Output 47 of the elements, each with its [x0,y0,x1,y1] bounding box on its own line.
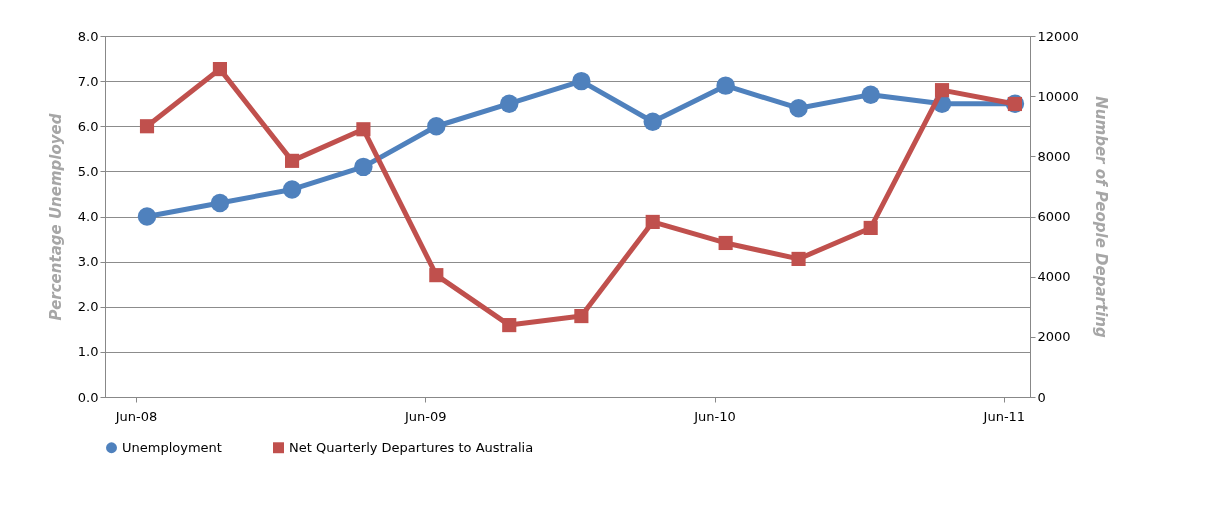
point [645,214,660,229]
y-tick-label: 7.0 [77,73,99,89]
point [934,83,950,98]
y2-tick-label: 0 [1037,389,1046,405]
legend-label: Net Quarterly Departures to Australia [289,439,534,455]
y2-tick-label: 2000 [1037,329,1071,345]
point [282,180,302,199]
y-tick-label: 1.0 [77,344,99,360]
y2-tick-label: 12000 [1037,28,1079,44]
point [572,71,591,91]
point [429,268,444,283]
y-axis-title: Percentage Unemployed [46,113,65,321]
point [212,62,227,77]
point [574,309,589,324]
point [354,157,373,177]
point [716,76,735,95]
point [861,85,880,104]
point [210,193,230,213]
x-tick-label: Jun-11 [982,408,1026,424]
point [789,99,808,118]
point [500,94,519,113]
y2-tick-label: 4000 [1037,269,1071,285]
y-tick-label: 4.0 [77,209,99,224]
y-tick-label: 2.0 [77,299,99,315]
legend-label: Unemployment [122,439,222,455]
point [139,119,155,134]
y2-tick-label: 8000 [1037,148,1071,164]
y-tick-label: 5.0 [77,163,99,179]
point [427,117,446,136]
y2-tick-label: 6000 [1037,209,1071,224]
y-tick-label: 0.0 [77,389,99,405]
point [791,251,806,266]
point [284,153,300,168]
y2-axis-title: Number of People Departing [1091,96,1110,338]
y2-tick-label: 10000 [1037,88,1079,104]
point [502,318,517,333]
point [863,220,878,235]
y-tick-label: 8.0 [77,28,99,44]
x-tick-label: Jun-09 [403,408,447,424]
x-tick-label: Jun-08 [114,408,158,424]
point [137,207,157,226]
point [643,112,662,131]
y-tick-label: 6.0 [77,118,99,134]
y-tick-label: 3.0 [77,254,99,270]
x-tick-label: Jun-10 [693,408,736,424]
point [356,122,371,137]
point [718,235,733,251]
